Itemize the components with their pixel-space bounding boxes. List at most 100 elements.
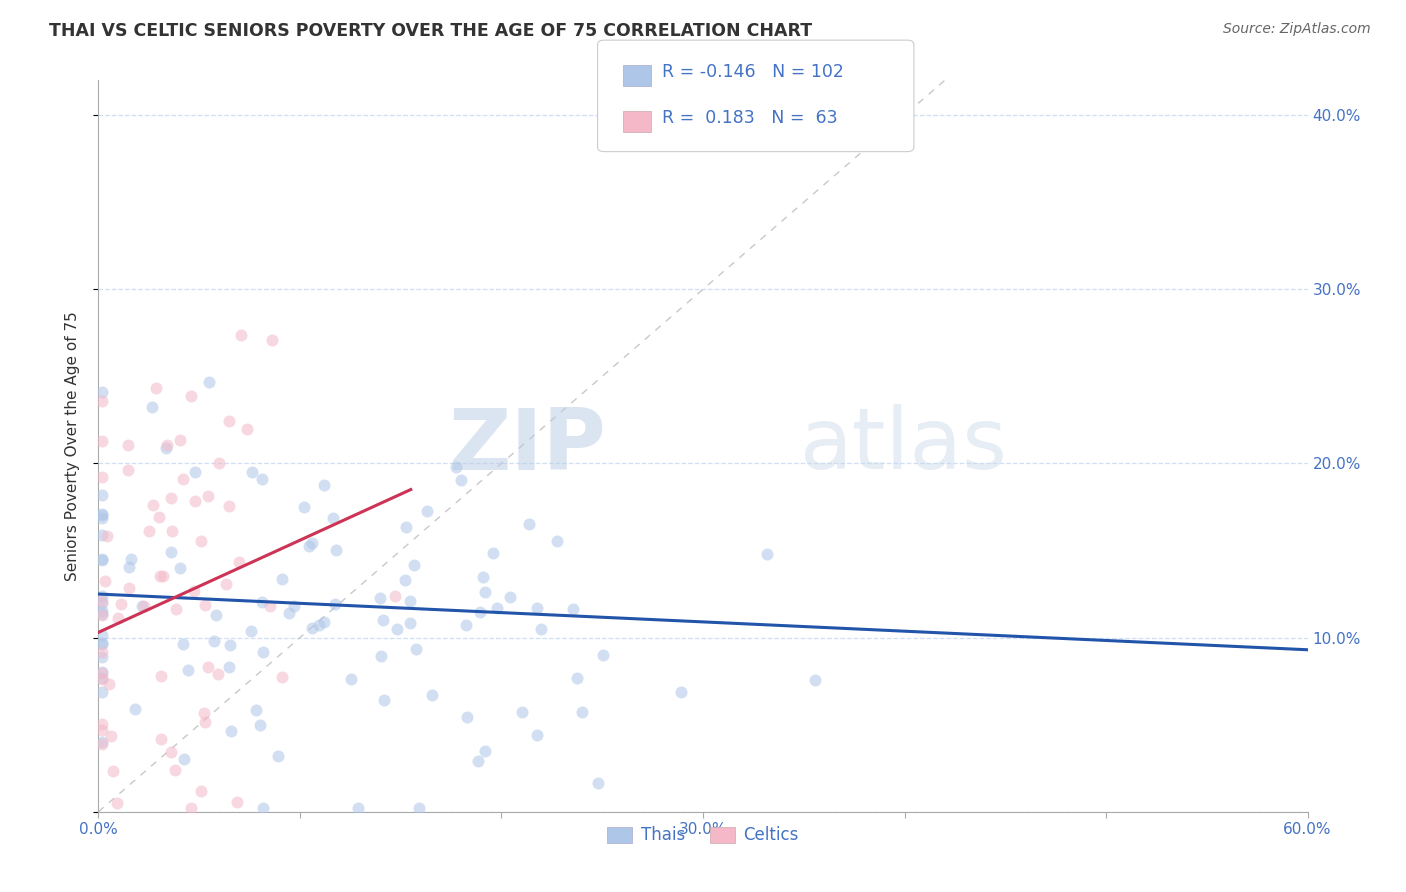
Point	[172, 637, 194, 651]
Point	[91, 527, 114, 541]
Point	[270, 572, 292, 586]
Point	[91, 628, 114, 642]
Point	[197, 660, 219, 674]
Point	[481, 546, 503, 560]
Point	[471, 569, 494, 583]
Point	[283, 599, 305, 613]
Point	[145, 381, 167, 395]
Point	[252, 644, 274, 658]
Point	[325, 597, 347, 611]
Point	[91, 665, 114, 680]
Point	[117, 463, 139, 477]
Point	[450, 473, 472, 487]
Point	[444, 459, 467, 474]
Point	[148, 569, 170, 583]
Point	[183, 584, 205, 599]
Point	[218, 499, 240, 513]
Point	[240, 465, 263, 479]
Point	[218, 414, 240, 428]
Point	[370, 648, 392, 663]
Point	[526, 601, 548, 615]
Point	[169, 560, 191, 574]
Point	[100, 729, 122, 743]
Point	[131, 599, 153, 613]
Point	[474, 744, 496, 758]
Point	[91, 665, 114, 680]
Point	[260, 334, 283, 348]
Point	[755, 547, 778, 561]
Point	[156, 438, 179, 452]
Text: Source: ZipAtlas.com: Source: ZipAtlas.com	[1223, 22, 1371, 37]
Point	[173, 751, 195, 765]
Point	[395, 520, 418, 534]
Point	[298, 539, 321, 553]
Point	[402, 558, 425, 573]
Point	[91, 672, 114, 686]
Point	[105, 796, 128, 810]
Point	[202, 634, 225, 648]
Point	[384, 589, 406, 603]
Point	[456, 710, 478, 724]
Point	[91, 508, 114, 522]
Point	[91, 510, 114, 524]
Point	[207, 667, 229, 681]
Point	[91, 507, 114, 521]
Point	[163, 764, 186, 778]
Point	[236, 422, 259, 436]
Text: ZIP: ZIP	[449, 404, 606, 488]
Text: R = -0.146   N = 102: R = -0.146 N = 102	[662, 62, 844, 80]
Point	[91, 636, 114, 650]
Point	[91, 488, 114, 502]
Point	[669, 684, 692, 698]
Point	[510, 705, 533, 719]
Point	[190, 533, 212, 548]
Point	[91, 393, 114, 408]
Point	[98, 677, 121, 691]
Point	[218, 638, 240, 652]
Point	[562, 601, 585, 615]
Point	[190, 784, 212, 798]
Point	[228, 555, 250, 569]
Point	[177, 663, 200, 677]
Point	[385, 623, 408, 637]
Point	[373, 693, 395, 707]
Text: R =  0.183   N =  63: R = 0.183 N = 63	[662, 109, 838, 127]
Point	[91, 607, 114, 621]
Point	[110, 597, 132, 611]
Point	[91, 671, 114, 685]
Point	[267, 749, 290, 764]
Point	[91, 604, 114, 618]
Point	[467, 754, 489, 768]
Point	[142, 498, 165, 512]
Point	[155, 441, 177, 455]
Point	[172, 472, 194, 486]
Y-axis label: Seniors Poverty Over the Age of 75: Seniors Poverty Over the Age of 75	[65, 311, 80, 581]
Point	[468, 605, 491, 619]
Point	[405, 641, 427, 656]
Point	[252, 801, 274, 815]
Point	[91, 607, 114, 622]
Point	[91, 737, 114, 751]
Point	[91, 553, 114, 567]
Point	[259, 599, 281, 613]
Point	[292, 500, 315, 514]
Point	[394, 573, 416, 587]
Point	[454, 617, 477, 632]
Point	[91, 594, 114, 608]
Point	[205, 607, 228, 622]
Point	[526, 728, 548, 742]
Point	[180, 389, 202, 403]
Point	[91, 723, 114, 738]
Point	[218, 660, 240, 674]
Point	[499, 590, 522, 604]
Point	[91, 734, 114, 748]
Text: THAI VS CELTIC SENIORS POVERTY OVER THE AGE OF 75 CORRELATION CHART: THAI VS CELTIC SENIORS POVERTY OVER THE …	[49, 22, 813, 40]
Point	[194, 599, 217, 613]
Point	[169, 434, 191, 448]
Point	[346, 801, 368, 815]
Point	[301, 620, 323, 634]
Point	[567, 671, 589, 685]
Point	[250, 595, 273, 609]
Point	[91, 685, 114, 699]
Point	[277, 607, 299, 621]
